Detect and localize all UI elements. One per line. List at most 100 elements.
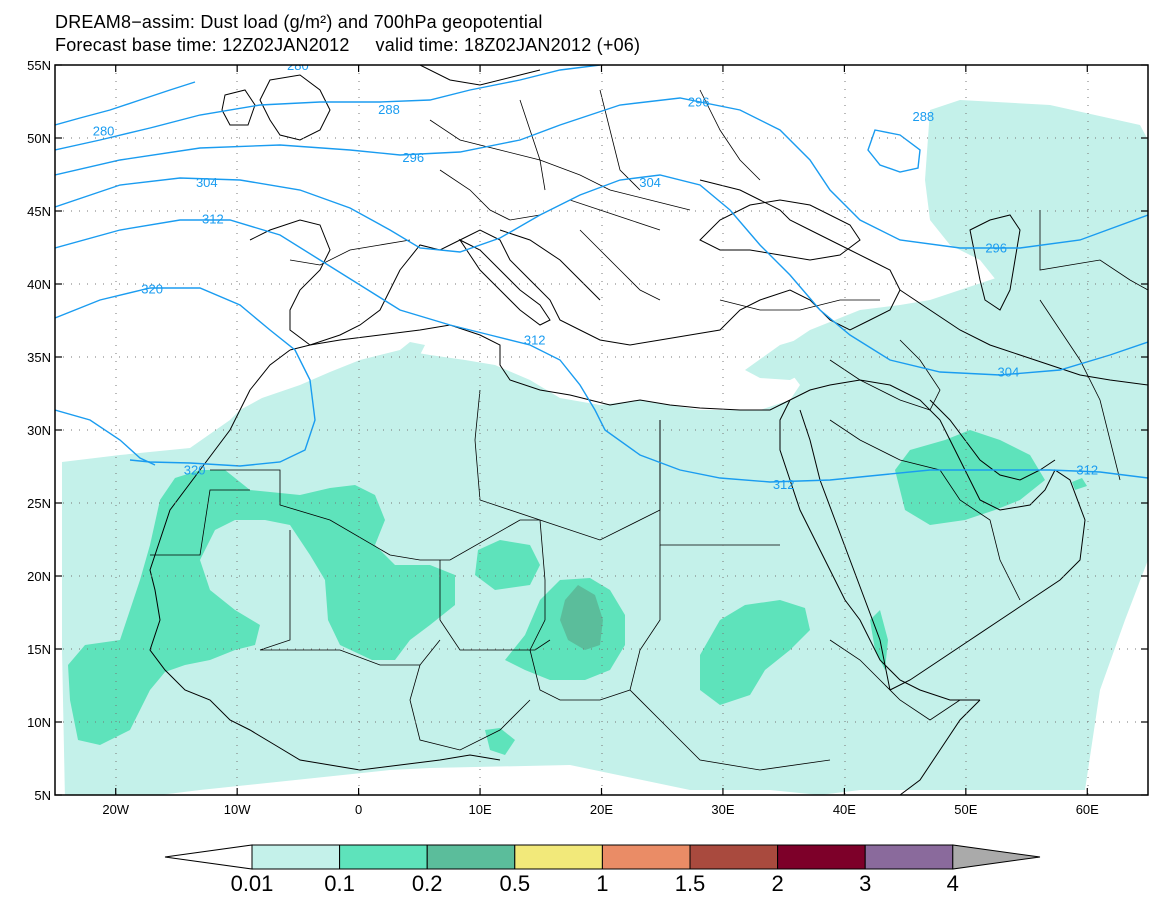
border-europe-5	[699, 89, 761, 181]
colorbar-swatch	[251, 844, 341, 870]
colorbar-swatch	[601, 844, 691, 870]
lat-tick-label: 25N	[27, 496, 51, 511]
color-bar: 0.01 0.1 0.2 0.5 1 1.5 2 3 4	[164, 844, 1041, 896]
coast-europe	[249, 179, 901, 346]
lon-tick-label: 40E	[833, 802, 856, 817]
geopotential-contours	[55, 65, 1148, 483]
contour-288-east	[867, 129, 921, 173]
coast-black-sea	[699, 199, 861, 261]
colorbar-swatch	[689, 844, 779, 870]
coast-italy	[458, 238, 551, 326]
border-chad	[529, 519, 631, 701]
contour-320-west	[55, 409, 156, 466]
contour-label: 304	[639, 175, 661, 190]
border-nigeria	[409, 664, 531, 751]
dust-area-iberia-coast	[400, 342, 425, 355]
country-borders	[150, 89, 1148, 771]
dust-area-west-africa	[68, 470, 455, 745]
contour-label: 280	[93, 124, 115, 139]
colorbar-swatch	[777, 844, 866, 870]
lat-tick-label: 30N	[27, 423, 51, 438]
lat-tick-label: 5N	[34, 788, 51, 803]
border-iraq	[829, 339, 941, 411]
coast-scandinavia	[419, 65, 541, 86]
coast-iran	[899, 289, 1148, 386]
lat-tick-label: 45N	[27, 204, 51, 219]
contour-label: 288	[912, 109, 934, 124]
contour-label: 296	[688, 95, 710, 110]
dust-area-niger	[475, 540, 540, 590]
lon-tick-label: 10E	[468, 802, 491, 817]
dust-area-sudan	[700, 600, 810, 705]
contour-label: 296	[402, 150, 424, 165]
contour-320	[55, 287, 316, 467]
dust-area-levant	[745, 310, 905, 380]
colorbar-swatch	[864, 844, 954, 870]
coastlines	[149, 65, 1148, 795]
coast-ireland	[221, 89, 256, 126]
colorbar-label: 0.5	[500, 871, 531, 896]
contour-label: 312	[202, 211, 224, 226]
contour-label: 288	[378, 102, 400, 117]
lat-tick-label: 50N	[27, 131, 51, 146]
dust-area-gulf	[895, 430, 1045, 525]
dust-area-central-asia	[925, 100, 1148, 310]
lat-tick-label: 55N	[27, 58, 51, 73]
contour-label: 304	[196, 175, 218, 190]
coast-red-sea-west	[779, 399, 980, 701]
coast-horn	[899, 699, 981, 795]
contour-label: 304	[997, 365, 1019, 380]
coast-caspian	[969, 214, 1021, 311]
coast-uk	[259, 74, 331, 141]
dust-area-nigeria	[485, 728, 515, 755]
contour-280-west	[55, 81, 196, 126]
dust-area-chad-core	[560, 585, 603, 650]
dust-area-morocco-coast	[255, 400, 270, 418]
border-central-asia	[1039, 210, 1148, 291]
colorbar-label: 1	[596, 871, 608, 896]
graticule	[55, 65, 1148, 795]
border-sudan	[629, 545, 831, 771]
lon-tick-label: 50E	[954, 802, 977, 817]
contour-304	[55, 174, 1148, 376]
border-algeria-mali	[210, 469, 540, 561]
contour-label: 312	[1076, 462, 1098, 477]
lon-tick-label: 20E	[590, 802, 613, 817]
lat-tick-label: 15N	[27, 642, 51, 657]
colorbar-label: 1.5	[675, 871, 706, 896]
colorbar-max-arrow	[952, 844, 1041, 870]
contour-label: 312	[773, 477, 795, 492]
axis-labels: 20W 10W 0 10E 20E 30E 40E 50E 60E 55N 50N 45N 40N 35N…	[27, 58, 1099, 817]
colorbar-label: 0.01	[231, 871, 274, 896]
lon-tick-label: 10W	[224, 802, 251, 817]
colorbar-label: 2	[771, 871, 783, 896]
contour-label: 320	[184, 462, 206, 477]
lat-tick-label: 10N	[27, 715, 51, 730]
lon-tick-label: 0	[355, 802, 362, 817]
colorbar-min-arrow	[164, 844, 253, 870]
lat-tick-label: 40N	[27, 277, 51, 292]
contour-labels: 280 280 288 288 296 296 296 304 304 304 312 312 312 3…	[93, 58, 1098, 492]
dust-layer-mid	[68, 430, 1087, 755]
border-iran-east	[1039, 299, 1121, 481]
colorbar-label: 4	[947, 871, 959, 896]
border-ethiopia	[829, 639, 961, 721]
lat-tick-label: 20N	[27, 569, 51, 584]
contour-label: 312	[524, 332, 546, 347]
contour-label: 280	[287, 58, 309, 73]
map-title: DREAM8−assim: Dust load (g/m²) and 700hP…	[55, 12, 543, 32]
border-saudi	[829, 419, 1021, 601]
contour-288-north	[55, 65, 601, 151]
axis-ticks	[55, 64, 1148, 796]
dust-area-oman	[1072, 478, 1087, 490]
coast-adriatic	[499, 229, 601, 301]
border-france-spain	[289, 239, 411, 266]
lat-tick-label: 35N	[27, 350, 51, 365]
coast-arabia	[789, 379, 1086, 691]
colorbar-label: 0.1	[324, 871, 355, 896]
colorbar-swatch	[426, 844, 516, 870]
coast-red-sea-east	[799, 409, 891, 691]
border-europe-1	[429, 119, 691, 211]
map-subtitle: Forecast base time: 12Z02JAN2012 valid t…	[55, 35, 641, 55]
